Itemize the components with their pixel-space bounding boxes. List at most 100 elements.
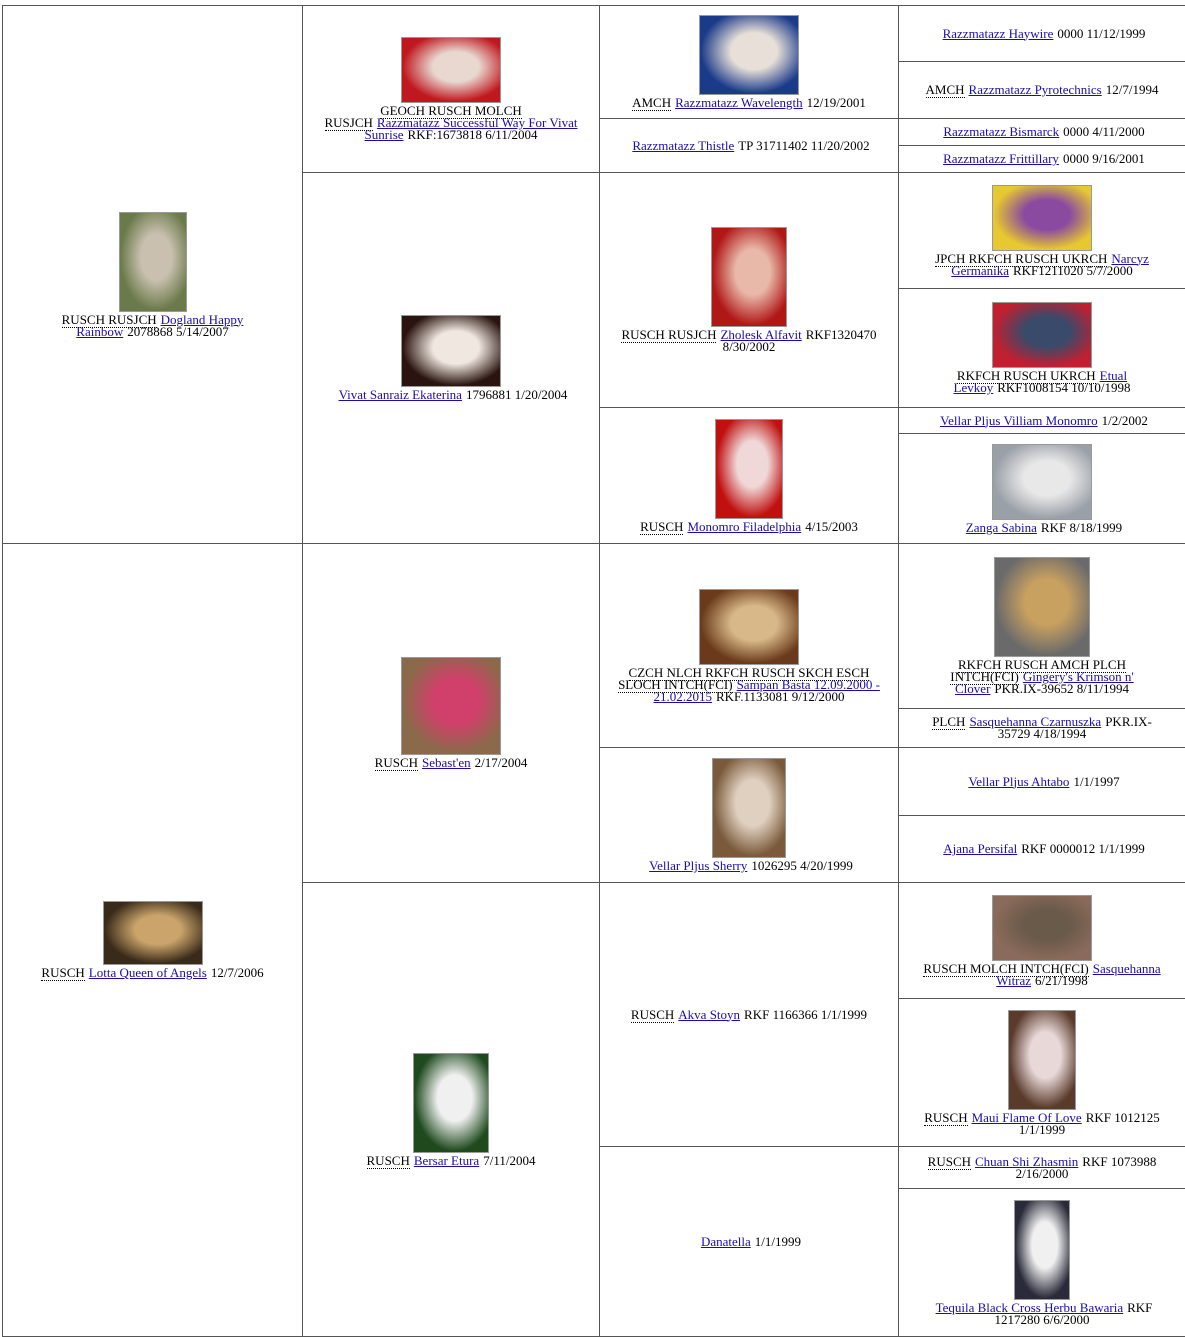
dog-link[interactable]: Dogland Happy Rainbow xyxy=(76,311,244,339)
pedigree-cell: RUSCH Akva Stoyn RKF 1166366 1/1/1999 xyxy=(599,882,899,1147)
dog-photo xyxy=(699,15,799,95)
dog-entry: Vivat Sanraiz Ekaterina 1796881 1/20/2004 xyxy=(335,387,568,402)
pedigree-cell: Vellar Pljus Villiam Monomro 1/2/2002 xyxy=(898,407,1185,434)
dog-info: 0000 9/16/2001 xyxy=(1062,151,1145,166)
pedigree-cell: Danatella 1/1/1999 xyxy=(599,1146,899,1337)
dog-titles: RUSCH xyxy=(374,755,419,771)
dog-link[interactable]: Sasquehanna Witraz xyxy=(996,960,1161,988)
dog-info: RKF 1073988 2/16/2000 xyxy=(1015,1153,1157,1181)
dog-link[interactable]: Razzmatazz Wavelength xyxy=(675,95,803,110)
pedigree-cell: Vivat Sanraiz Ekaterina 1796881 1/20/2004 xyxy=(302,172,600,544)
dog-link[interactable]: Etual Levkoy xyxy=(953,368,1128,395)
dog-entry: AMCH Razzmatazz Pyrotechnics 12/7/1994 xyxy=(925,82,1159,98)
dog-link[interactable]: Sasquehanna Czarnuszka xyxy=(969,714,1102,729)
pedigree-cell: Razzmatazz Thistle TP 31711402 11/20/2002 xyxy=(599,118,899,173)
dog-link[interactable]: Gingery's Krimson n' Clover xyxy=(955,669,1134,696)
pedigree-cell: Razzmatazz Frittillary 0000 9/16/2001 xyxy=(898,145,1185,173)
dog-link[interactable]: Monomro Filadelphia xyxy=(687,518,802,534)
dog-link[interactable]: Zanga Sabina xyxy=(965,519,1037,535)
dog-entry: RUSCH MOLCH INTCH(FCI) Sasquehanna Witraz… xyxy=(917,960,1167,988)
dog-titles: RUSCH xyxy=(366,1152,410,1169)
dog-info: RKF.1133081 9/12/2000 xyxy=(716,688,845,704)
dog-photo xyxy=(712,758,786,858)
dog-titles: RUSCH xyxy=(630,1006,675,1023)
pedigree-cell: CZCH NLCH RKFCH RUSCH SKCH ESCH SLOCH IN… xyxy=(599,543,899,748)
dog-link[interactable]: Razzmatazz Bismarck xyxy=(943,124,1060,139)
dog-photo xyxy=(401,37,501,103)
dog-entry: JPCH RKFCH RUSCH UKRCH Narcyz Germanika RK… xyxy=(917,250,1167,278)
dog-info: RKF1211020 5/7/2000 xyxy=(1012,262,1133,278)
pedigree-cell: AMCH Razzmatazz Pyrotechnics 12/7/1994 xyxy=(898,61,1185,119)
dog-link[interactable]: Vellar Pljus Ahtabo xyxy=(968,773,1070,789)
dog-entry: Razzmatazz Bismarck 0000 4/11/2000 xyxy=(939,124,1144,139)
dog-photo xyxy=(1008,1009,1076,1110)
dog-photo xyxy=(992,302,1092,368)
dog-info: 6/21/1998 xyxy=(1035,972,1088,988)
dog-link[interactable]: Bersar Etura xyxy=(413,1152,480,1168)
dog-entry: Danatella 1/1/1999 xyxy=(697,1233,802,1249)
pedigree-cell: PLCH Sasquehanna Czarnuszka PKR.IX-35729 4… xyxy=(898,708,1185,748)
pedigree-cell: Tequila Black Cross Herbu Bawaria RKF 121… xyxy=(898,1188,1185,1337)
dog-link[interactable]: Vivat Sanraiz Ekaterina xyxy=(338,387,462,402)
dog-photo xyxy=(992,894,1092,961)
dog-entry: Vellar Pljus Villiam Monomro 1/2/2002 xyxy=(936,412,1148,428)
dog-photo xyxy=(1014,1199,1070,1300)
dog-link[interactable]: Vellar Pljus Sherry xyxy=(649,858,748,873)
pedigree-cell: Vellar Pljus Sherry 1026295 4/20/1999 xyxy=(599,747,899,883)
dog-info: RKF 1217280 6/6/2000 xyxy=(994,1299,1153,1327)
pedigree-cell: RKFCH RUSCH AMCH PLCH INTCH(FCI) Gingery'… xyxy=(898,543,1185,709)
dog-entry: RUSCH Maui Flame Of Love RKF 1012125 1/1/1… xyxy=(917,1109,1167,1137)
dog-link[interactable]: Tequila Black Cross Herbu Bawaria xyxy=(935,1299,1124,1315)
dog-entry: AMCH Razzmatazz Wavelength 12/19/2001 xyxy=(632,95,866,111)
dog-titles: RUSCH xyxy=(924,1109,968,1126)
pedigree-cell: Razzmatazz Haywire 0000 11/12/1999 xyxy=(898,5,1185,62)
dog-link[interactable]: Danatella xyxy=(700,1233,751,1249)
dog-link[interactable]: Sebast'en xyxy=(422,755,471,770)
dog-info: 12/7/1994 xyxy=(1105,82,1159,97)
dog-link[interactable]: Razzmatazz Haywire xyxy=(942,25,1054,41)
dog-info: RKF 1012125 1/1/1999 xyxy=(1018,1109,1160,1137)
dog-photo xyxy=(118,211,187,312)
dog-entry: RUSCH RUSJCH Zholesk Alfavit RKF1320470 8/… xyxy=(618,327,880,353)
pedigree-cell: RUSCH RUSJCH Dogland Happy Rainbow 2078868… xyxy=(2,5,303,544)
dog-photo xyxy=(401,657,501,755)
dog-link[interactable]: Razzmatazz Pyrotechnics xyxy=(968,82,1102,97)
pedigree-cell: RUSCH MOLCH INTCH(FCI) Sasquehanna Witraz… xyxy=(898,882,1185,999)
dog-info: 2/17/2004 xyxy=(474,755,528,770)
dog-entry: RUSCH Chuan Shi Zhasmin RKF 1073988 2/16/2… xyxy=(917,1153,1167,1181)
dog-info: TP 31711402 11/20/2002 xyxy=(738,137,870,153)
dog-link[interactable]: Sampan Basta 12.09.2000 - 21.02.2015 xyxy=(653,676,880,704)
dog-entry: Zanga Sabina RKF 8/18/1999 xyxy=(962,519,1122,535)
dog-info: PKR.IX-35729 4/18/1994 xyxy=(997,714,1152,741)
dog-info: 1/1/1999 xyxy=(754,1233,802,1249)
dog-entry: RUSCH Bersar Etura 7/11/2004 xyxy=(366,1152,535,1169)
dog-photo xyxy=(992,443,1092,520)
dog-link[interactable]: Ajana Persifal xyxy=(943,841,1018,856)
dog-info: 2078868 5/14/2007 xyxy=(127,323,229,339)
dog-link[interactable]: Razzmatazz Thistle xyxy=(632,137,735,153)
dog-entry: Razzmatazz Haywire 0000 11/12/1999 xyxy=(939,25,1146,41)
dog-entry: Ajana Persifal RKF 0000012 1/1/1999 xyxy=(939,841,1145,856)
dog-link[interactable]: Vellar Pljus Villiam Monomro xyxy=(940,412,1098,428)
dog-titles: GEOCH RUSCH MOLCH RUSJCH xyxy=(324,103,522,131)
dog-link[interactable]: Razzmatazz Successful Way For Vivat Sunr… xyxy=(364,115,578,142)
dog-link[interactable]: Akva Stoyn xyxy=(678,1006,741,1022)
dog-link[interactable]: Chuan Shi Zhasmin xyxy=(975,1153,1079,1169)
pedigree-cell: RKFCH RUSCH UKRCH Etual Levkoy RKF1008154 … xyxy=(898,288,1185,408)
dog-titles: RUSCH xyxy=(640,518,684,535)
dog-link[interactable]: Zholesk Alfavit xyxy=(720,327,802,342)
dog-link[interactable]: Narcyz Germanika xyxy=(951,250,1149,278)
dog-info: PKR.IX-39652 8/11/1994 xyxy=(994,681,1129,696)
dog-link[interactable]: Razzmatazz Frittillary xyxy=(943,151,1059,166)
dog-link[interactable]: Lotta Queen of Angels xyxy=(88,965,207,980)
dog-titles: AMCH xyxy=(925,82,965,98)
dog-info: RKF1008154 10/10/1998 xyxy=(997,380,1131,395)
dog-titles: RUSCH RUSJCH xyxy=(621,327,717,343)
pedigree-cell: RUSCH Maui Flame Of Love RKF 1012125 1/1/1… xyxy=(898,998,1185,1147)
dog-link[interactable]: Maui Flame Of Love xyxy=(971,1109,1082,1125)
pedigree-cell: AMCH Razzmatazz Wavelength 12/19/2001 xyxy=(599,5,899,119)
pedigree-cell: Ajana Persifal RKF 0000012 1/1/1999 xyxy=(898,815,1185,883)
dog-entry: RUSCH Sebast'en 2/17/2004 xyxy=(374,755,528,771)
dog-entry: PLCH Sasquehanna Czarnuszka PKR.IX-35729 4… xyxy=(917,714,1167,741)
